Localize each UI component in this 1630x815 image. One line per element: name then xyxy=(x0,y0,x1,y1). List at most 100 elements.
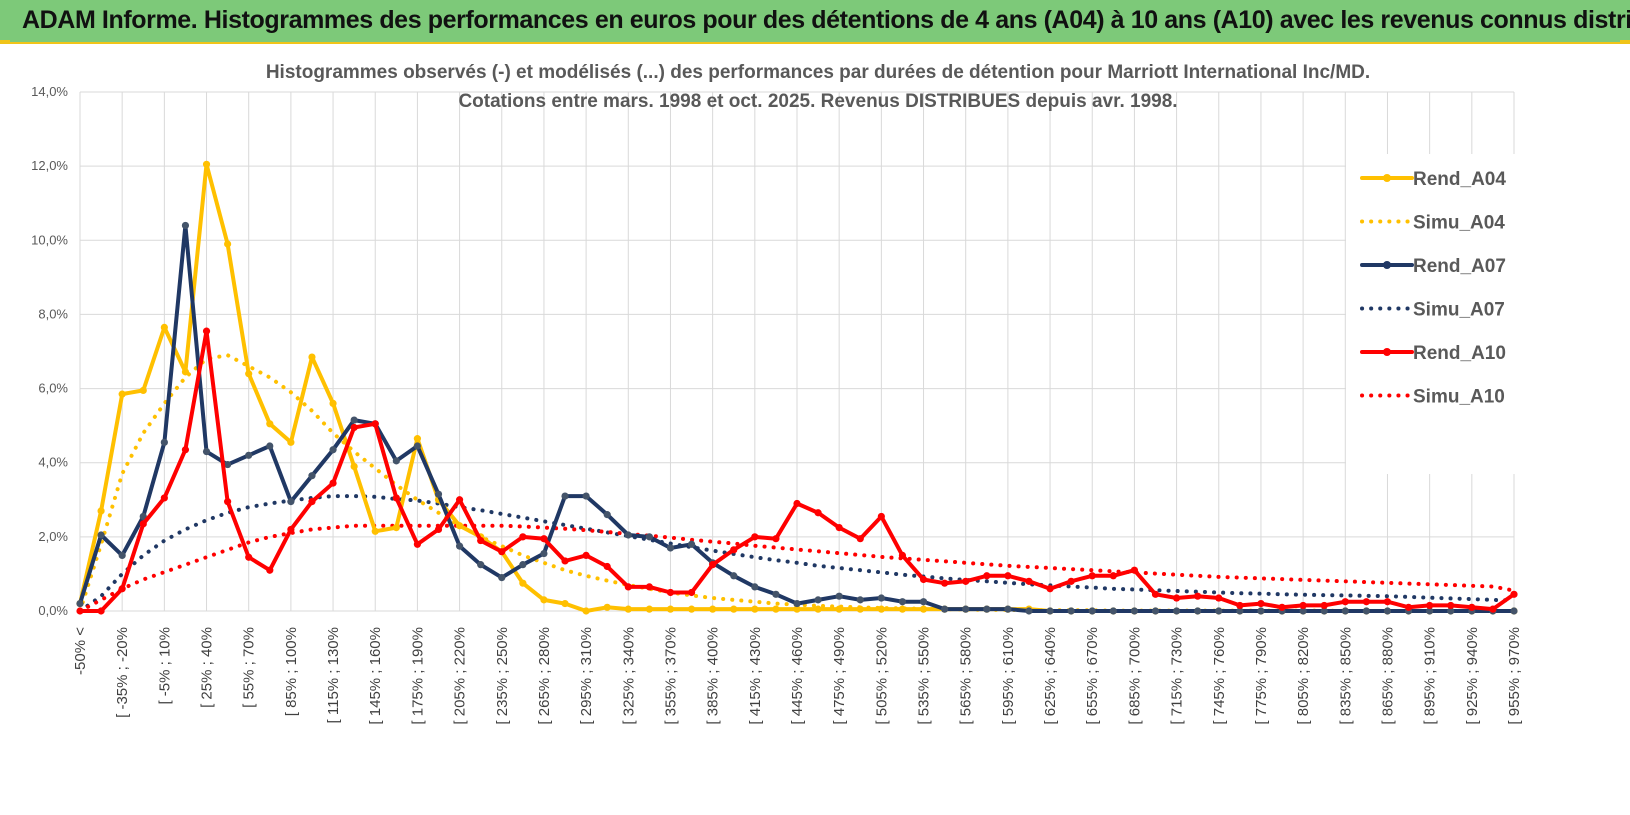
data-point-Rend_A07 xyxy=(434,490,443,498)
data-point-Rend_A07 xyxy=(455,542,464,550)
x-tick-label: [ 355% ; 370% xyxy=(662,627,679,725)
data-point-Rend_A04 xyxy=(898,605,907,613)
data-point-Rend_A07 xyxy=(772,590,780,598)
data-point-Rend_A10 xyxy=(455,496,464,504)
data-point-Rend_A10 xyxy=(1172,594,1181,602)
legend-label-Simu_A04: Simu_A04 xyxy=(1413,213,1505,234)
data-point-Rend_A07 xyxy=(1067,607,1075,615)
data-point-Rend_A07 xyxy=(202,447,211,456)
data-point-Rend_A10 xyxy=(962,577,970,585)
data-point-Rend_A10 xyxy=(97,607,105,615)
data-point-Rend_A04 xyxy=(603,603,611,611)
data-point-Rend_A10 xyxy=(687,588,696,597)
y-tick-label: 8,0% xyxy=(38,306,68,321)
data-point-Rend_A07 xyxy=(983,605,991,613)
series-line-Simu_A10 xyxy=(78,523,1516,613)
x-tick-label: [ -5% ; 10% xyxy=(156,627,173,705)
data-point-Rend_A07 xyxy=(181,221,190,230)
data-point-Rend_A10 xyxy=(139,520,147,528)
data-point-Rend_A10 xyxy=(202,327,211,335)
data-point-Rend_A10 xyxy=(1510,590,1518,598)
x-tick-label: [ 595% ; 610% xyxy=(1000,627,1017,725)
x-tick-label: [ 745% ; 760% xyxy=(1211,627,1228,725)
data-point-Rend_A04 xyxy=(519,579,527,587)
x-tick-label: [ 25% ; 40% xyxy=(199,627,216,708)
data-point-Rend_A04 xyxy=(835,605,843,613)
data-point-Rend_A10 xyxy=(835,523,843,532)
data-point-Rend_A04 xyxy=(308,353,316,361)
data-point-Rend_A10 xyxy=(1404,603,1413,611)
data-point-Rend_A10 xyxy=(1067,577,1075,585)
data-point-Rend_A10 xyxy=(498,548,506,556)
corner-accent-left xyxy=(0,40,10,44)
data-point-Rend_A04 xyxy=(181,368,190,376)
x-tick-label: [ -35% ; -20% xyxy=(114,627,131,718)
data-point-Rend_A07 xyxy=(1215,607,1223,615)
data-point-Rend_A10 xyxy=(1236,601,1244,610)
x-tick-label: [ 835% ; 850% xyxy=(1337,627,1354,725)
data-point-Rend_A10 xyxy=(160,494,168,502)
data-point-Rend_A07 xyxy=(477,561,485,569)
data-point-Rend_A04 xyxy=(687,605,696,613)
data-point-Rend_A04 xyxy=(118,390,126,398)
data-point-Rend_A04 xyxy=(540,596,548,604)
data-point-Rend_A10 xyxy=(1447,601,1455,610)
data-point-Rend_A07 xyxy=(877,594,885,602)
data-point-Rend_A07 xyxy=(793,599,801,608)
series-layer xyxy=(76,160,1518,615)
data-point-Rend_A10 xyxy=(1320,601,1328,610)
data-point-Rend_A10 xyxy=(392,494,400,502)
data-point-Rend_A07 xyxy=(941,605,949,613)
data-point-Rend_A10 xyxy=(582,551,590,559)
x-tick-label: [ 325% ; 340% xyxy=(620,627,637,725)
chart-title-line-1: Histogrammes observés (-) et modélisés (… xyxy=(266,62,1370,83)
x-tick-label: [ 385% ; 400% xyxy=(705,627,722,725)
data-point-Rend_A07 xyxy=(1299,607,1307,615)
data-point-Rend_A07 xyxy=(603,511,611,519)
data-point-Rend_A10 xyxy=(1468,603,1476,611)
data-point-Rend_A07 xyxy=(540,549,548,558)
data-point-Rend_A07 xyxy=(962,605,970,613)
data-point-Rend_A10 xyxy=(1383,598,1392,606)
data-point-Rend_A10 xyxy=(519,533,527,541)
data-point-Rend_A10 xyxy=(1341,598,1349,606)
data-point-Rend_A07 xyxy=(498,574,506,582)
data-point-Rend_A10 xyxy=(76,607,84,615)
data-point-Rend_A10 xyxy=(898,551,907,559)
x-tick-label: [ 775% ; 790% xyxy=(1253,627,1270,725)
data-point-Rend_A10 xyxy=(666,588,675,597)
x-tick-label: [ 925% ; 940% xyxy=(1464,627,1481,725)
data-point-Rend_A10 xyxy=(561,557,569,565)
data-point-Rend_A07 xyxy=(287,498,295,506)
data-point-Rend_A04 xyxy=(666,605,675,613)
data-point-Rend_A07 xyxy=(1447,607,1455,615)
data-point-Rend_A10 xyxy=(877,512,885,521)
x-tick-label: [ 895% ; 910% xyxy=(1422,627,1439,725)
data-point-Rend_A10 xyxy=(1215,594,1223,602)
data-point-Rend_A07 xyxy=(139,512,147,521)
data-point-Rend_A10 xyxy=(477,536,485,545)
data-point-Rend_A10 xyxy=(730,546,738,554)
x-tick-label: [ 565% ; 580% xyxy=(958,627,975,725)
data-point-Rend_A04 xyxy=(266,420,274,428)
x-tick-label: [ 805% ; 820% xyxy=(1295,627,1312,725)
data-point-Rend_A07 xyxy=(624,531,632,539)
y-tick-label: 12,0% xyxy=(31,158,68,173)
data-point-Rend_A07 xyxy=(1426,607,1434,615)
data-point-Rend_A04 xyxy=(455,522,464,530)
data-point-Rend_A10 xyxy=(856,535,864,543)
x-tick-label: -50% < xyxy=(72,627,89,675)
data-point-Rend_A04 xyxy=(97,507,105,515)
data-point-Rend_A07 xyxy=(266,442,274,450)
data-point-Rend_A04 xyxy=(139,386,147,395)
data-point-Rend_A04 xyxy=(814,605,822,613)
legend-label-Rend_A10: Rend_A10 xyxy=(1413,343,1506,364)
data-point-Rend_A07 xyxy=(392,457,400,465)
data-point-Rend_A10 xyxy=(983,572,991,580)
header-banner: ADAM Informe. Histogrammes des performan… xyxy=(0,0,1630,44)
data-point-Rend_A04 xyxy=(856,605,864,613)
vertical-gridlines xyxy=(79,92,1515,611)
data-point-Rend_A07 xyxy=(1320,607,1328,615)
data-point-Rend_A04 xyxy=(350,462,358,471)
y-axis-ticks: 0,0% 2,0% 4,0% 6,0% 8,0% 10,0% 12,0% 14,0% xyxy=(31,84,68,618)
